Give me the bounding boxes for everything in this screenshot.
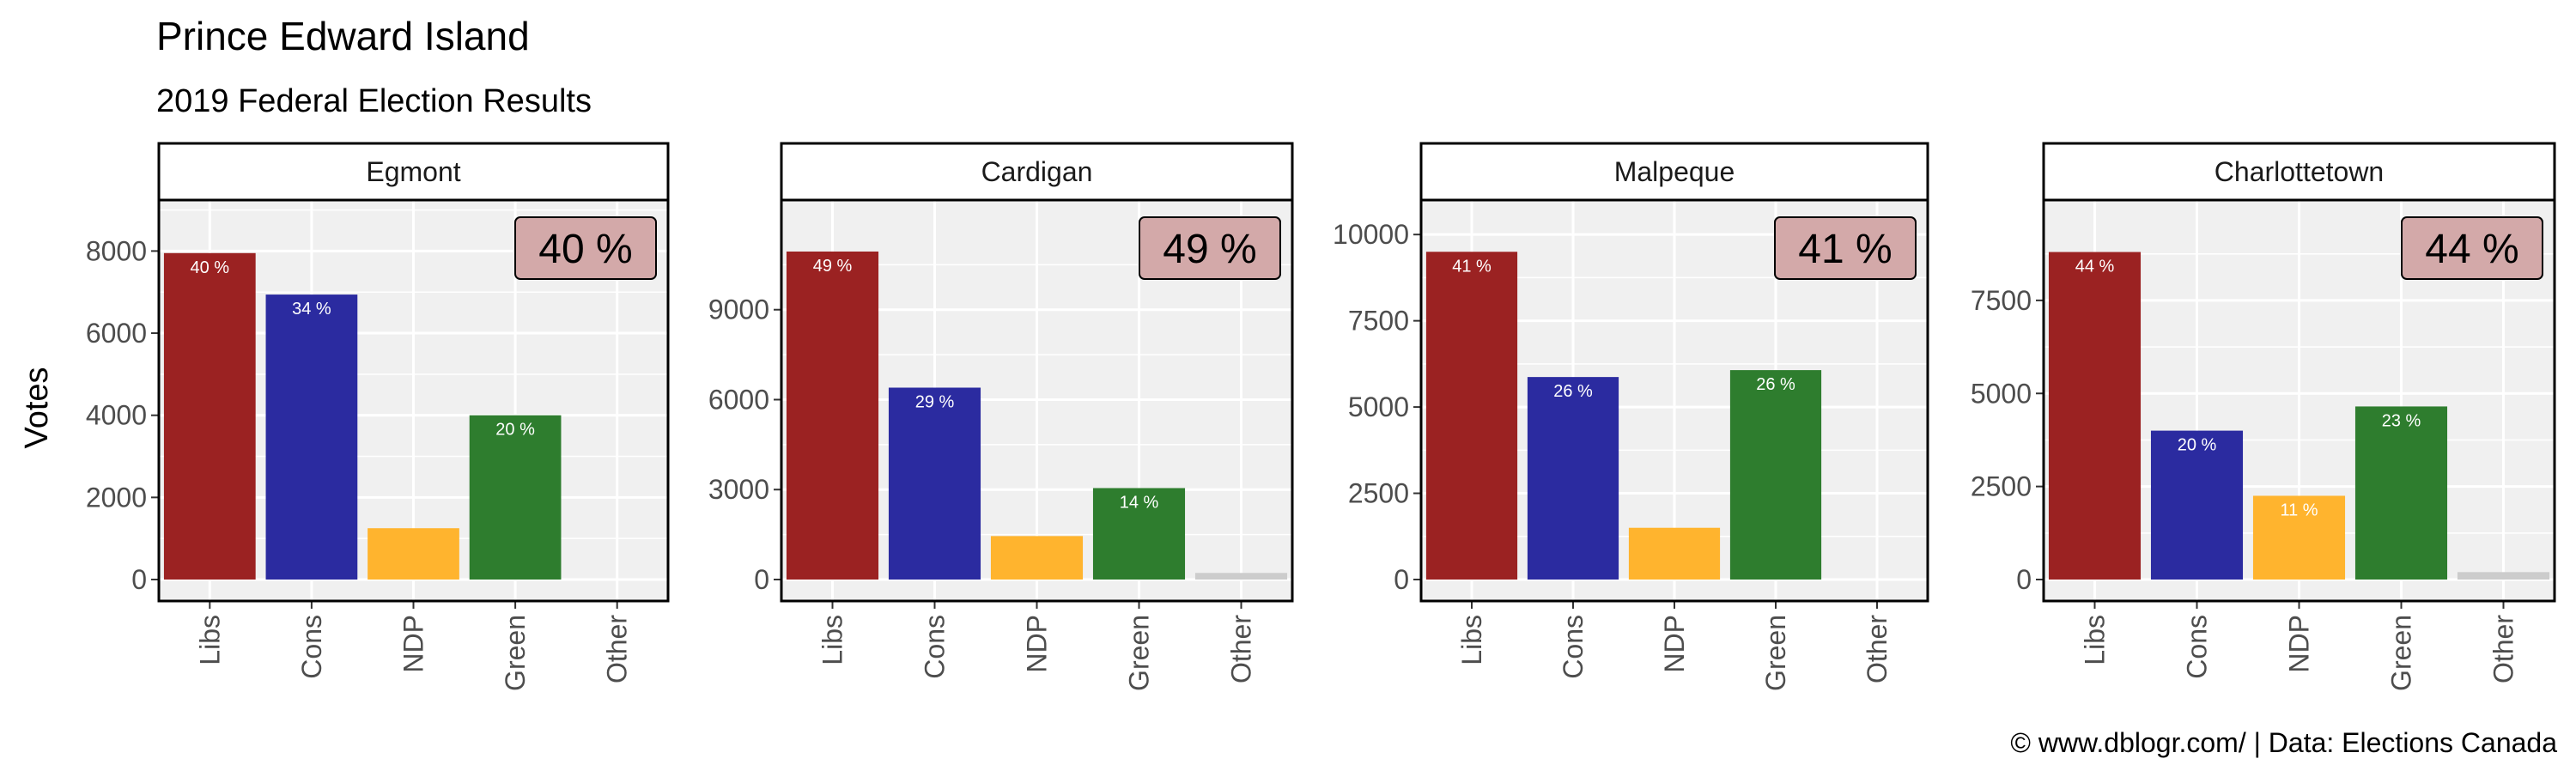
bar-green xyxy=(2354,406,2448,580)
winner-share-label: 40 % xyxy=(538,227,632,272)
x-tick-label: Cons xyxy=(920,615,951,679)
panel-border xyxy=(2042,198,2556,603)
winner-share-badge xyxy=(1774,216,1917,280)
bar-libs xyxy=(1425,252,1518,580)
x-tick-label: NDP xyxy=(2284,615,2315,673)
x-tick-label: NDP xyxy=(1022,615,1053,673)
facet-strip-label: Egmont xyxy=(366,156,460,187)
panel-border xyxy=(780,198,1294,603)
facet-panel-cardigan: 0 3000 6000 9000 49 % Libs 29 % Cons NDP 14 % Gree… xyxy=(708,142,1294,691)
bar-value-label: 26 % xyxy=(1553,382,1593,401)
bar-ndp xyxy=(1628,527,1721,580)
bar-libs xyxy=(786,251,879,580)
y-tick-label: 7500 xyxy=(1971,285,2032,316)
y-tick-label: 4000 xyxy=(86,400,147,431)
x-tick-label: Other xyxy=(602,615,633,683)
y-tick-label: 2000 xyxy=(86,482,147,513)
bar-other xyxy=(1194,573,1288,580)
y-tick-label: 5000 xyxy=(1971,378,2032,409)
bar-green xyxy=(469,415,562,580)
facet-strip-label: Cardigan xyxy=(981,156,1093,187)
x-tick-label: Green xyxy=(1124,615,1155,691)
y-tick-label: 6000 xyxy=(86,318,147,349)
x-tick-label: Libs xyxy=(2080,615,2111,665)
y-axis-label: Votes xyxy=(19,367,55,448)
bar-value-label: 20 % xyxy=(495,421,535,440)
bar-value-label: 11 % xyxy=(2280,501,2318,519)
facet-strip xyxy=(157,142,670,202)
y-tick-label: 8000 xyxy=(86,235,147,266)
bar-cons xyxy=(2150,430,2244,580)
x-tick-label: NDP xyxy=(398,615,429,673)
x-tick-label: Libs xyxy=(1456,615,1487,665)
bar-value-label: 49 % xyxy=(813,257,853,276)
y-tick-label: 0 xyxy=(2016,564,2032,595)
x-tick-label: NDP xyxy=(1659,615,1690,673)
x-tick-label: Other xyxy=(2488,615,2519,683)
x-tick-label: Cons xyxy=(2182,615,2213,679)
facet-panels: 0 2000 4000 6000 8000 40 % Libs 34 % Cons NDP 20 %… xyxy=(86,142,2556,691)
y-tick-label: 7500 xyxy=(1348,306,1409,337)
bar-ndp xyxy=(368,528,459,580)
y-tick-label: 0 xyxy=(754,564,769,595)
winner-share-badge xyxy=(2401,216,2543,280)
facet-panel-malpeque: 0 2500 5000 7500 10000 41 % Libs 26 % Cons NDP 26 … xyxy=(1333,142,1929,691)
y-tick-label: 2500 xyxy=(1971,471,2032,502)
bar-libs xyxy=(163,252,256,580)
y-tick-label: 0 xyxy=(1394,564,1409,595)
bar-libs xyxy=(2048,252,2142,580)
facet-strip-label: Charlottetown xyxy=(2215,156,2384,187)
bar-other xyxy=(2457,572,2550,580)
bar-value-label: 20 % xyxy=(2178,436,2217,455)
x-tick-label: Libs xyxy=(194,615,225,665)
chart-subtitle: 2019 Federal Election Results xyxy=(156,83,592,119)
x-tick-label: Other xyxy=(1862,615,1893,683)
chart-title: Prince Edward Island xyxy=(156,14,530,58)
x-tick-label: Libs xyxy=(817,615,848,665)
caption: © www.dblogr.com/ | Data: Elections Cana… xyxy=(2010,727,2557,758)
x-tick-label: Green xyxy=(1760,615,1791,691)
winner-share-badge xyxy=(514,216,657,280)
panel-border xyxy=(1419,198,1929,603)
y-tick-label: 9000 xyxy=(708,294,769,325)
y-tick-label: 0 xyxy=(131,564,147,595)
y-tick-label: 3000 xyxy=(708,474,769,505)
bar-value-label: 14 % xyxy=(1120,493,1159,512)
bar-green xyxy=(1729,370,1822,580)
y-tick-label: 5000 xyxy=(1348,392,1409,422)
bar-value-label: 44 % xyxy=(2075,258,2115,276)
x-tick-label: Green xyxy=(500,615,531,691)
bar-ndp xyxy=(990,536,1084,580)
winner-share-label: 44 % xyxy=(2425,227,2518,272)
bar-value-label: 23 % xyxy=(2382,411,2421,430)
bar-value-label: 26 % xyxy=(1756,375,1795,394)
x-tick-label: Other xyxy=(1226,615,1257,683)
facet-strip xyxy=(780,142,1294,202)
facet-strip-label: Malpeque xyxy=(1614,156,1735,187)
x-tick-label: Green xyxy=(2386,615,2417,691)
winner-share-label: 41 % xyxy=(1798,227,1892,272)
x-tick-label: Cons xyxy=(296,615,327,679)
y-tick-label: 2500 xyxy=(1348,478,1409,509)
bar-ndp xyxy=(2252,495,2346,580)
facet-panel-charlottetown: 0 2500 5000 7500 44 % Libs 20 % Cons 11 % NDP 23 %… xyxy=(1971,142,2556,691)
bar-value-label: 34 % xyxy=(292,300,331,319)
bar-cons xyxy=(265,294,358,580)
bar-value-label: 41 % xyxy=(1452,257,1492,276)
x-tick-label: Cons xyxy=(1558,615,1589,679)
winner-share-label: 49 % xyxy=(1163,227,1256,272)
panel-border xyxy=(157,198,670,603)
bar-value-label: 29 % xyxy=(915,393,955,412)
bar-green xyxy=(1092,488,1186,580)
facet-panel-egmont: 0 2000 4000 6000 8000 40 % Libs 34 % Cons NDP 20 %… xyxy=(86,142,670,691)
y-tick-label: 6000 xyxy=(708,384,769,415)
winner-share-badge xyxy=(1139,216,1281,280)
bar-cons xyxy=(888,387,981,580)
bar-cons xyxy=(1527,377,1619,580)
bar-value-label: 40 % xyxy=(191,258,230,277)
y-tick-label: 10000 xyxy=(1333,219,1409,250)
facet-strip xyxy=(1419,142,1929,202)
